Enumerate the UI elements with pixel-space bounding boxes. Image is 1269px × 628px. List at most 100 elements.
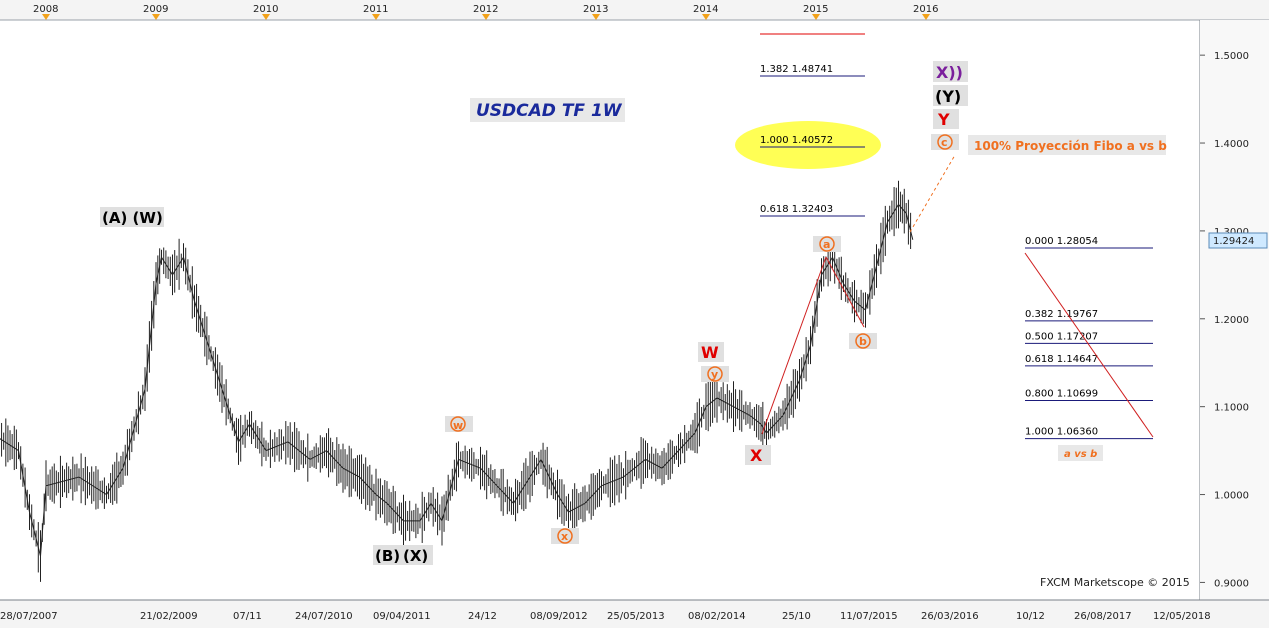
year-marker-icon <box>812 14 820 20</box>
fib-projection-label: 1.000 1.40572 <box>760 135 833 146</box>
wave-label-y-small: y <box>711 368 718 381</box>
label-box-Y <box>933 109 959 129</box>
y-tick-label: 1.4000 <box>1214 139 1249 150</box>
fib-retracement-tag: a vs b <box>1064 449 1097 460</box>
wave-c-projection <box>909 154 956 233</box>
label-box-a <box>813 236 841 252</box>
wave-circle-c <box>937 134 953 150</box>
wave-label-Y-paren: (Y) <box>935 87 961 106</box>
year-marker-icon <box>482 14 490 20</box>
label-box-X <box>745 445 771 465</box>
label-box-x-small <box>551 528 579 544</box>
y-axis-panel <box>1200 20 1269 600</box>
year-label: 2014 <box>693 4 718 15</box>
y-tick-label: 1.2000 <box>1214 315 1249 326</box>
x-axis-panel <box>0 600 1269 628</box>
year-marker-icon <box>42 14 50 20</box>
wave-circle-a <box>819 236 835 252</box>
fib-retracement-label: 0.618 1.14647 <box>1025 354 1098 365</box>
wave-label-W: W <box>701 343 719 362</box>
fib-retracement-label: 0.500 1.17207 <box>1025 331 1098 342</box>
wave-label-b: b <box>859 335 867 348</box>
x-tick-label: 28/07/2007 <box>0 611 58 622</box>
wave-circle-w <box>450 416 466 432</box>
fib-tag-box <box>1058 445 1103 461</box>
year-marker-icon <box>372 14 380 20</box>
wave-label-x-big: (X) <box>403 547 428 565</box>
projection-note: 100% Proyección Fibo a vs b <box>974 139 1167 153</box>
price-line <box>0 203 914 557</box>
year-marker-icon <box>702 14 710 20</box>
wave-label-c: c <box>941 136 948 149</box>
x-tick-label: 25/10 <box>782 611 811 622</box>
y-tick-label: 1.5000 <box>1214 51 1249 62</box>
x-tick-label: 21/02/2009 <box>140 611 198 622</box>
y-tick-label: 1.3000 <box>1214 227 1249 238</box>
price-series <box>0 180 914 582</box>
label-box-X-double <box>933 61 968 82</box>
x-tick-label: 07/11 <box>233 611 262 622</box>
wave-label-Y: Y <box>937 110 950 129</box>
fib-retracement-label: 1.000 1.06360 <box>1025 427 1098 438</box>
year-label: 2016 <box>913 4 938 15</box>
label-box-bx <box>373 545 433 565</box>
fib-retracement-label: 0.800 1.10699 <box>1025 389 1098 400</box>
year-label: 2010 <box>253 4 278 15</box>
x-tick-label: 26/08/2017 <box>1074 611 1132 622</box>
y-axis-ticks: 1.5000 1.4000 1.3000 1.2000 1.1000 1.0000 0.90… <box>1200 51 1249 589</box>
x-tick-label: 10/12 <box>1016 611 1045 622</box>
x-tick-label: 24/07/2010 <box>295 611 353 622</box>
y-tick-label: 1.0000 <box>1214 491 1249 502</box>
year-strip <box>0 0 1269 20</box>
label-box-aw <box>100 207 164 227</box>
year-marks: 2008 2009 2010 2011 2012 2013 2014 2015 2016 <box>33 4 938 20</box>
label-box-Y-paren <box>933 85 968 106</box>
y-tick-label: 1.1000 <box>1214 403 1249 414</box>
fib-projection-label: 1.382 1.48741 <box>760 64 833 75</box>
label-box-W <box>698 342 724 362</box>
chart-title: USDCAD TF 1W <box>476 101 623 121</box>
fib-retracement-label: 0.382 1.19767 <box>1025 309 1098 320</box>
wave-label-w-small: w <box>453 419 463 432</box>
x-tick-label: 08/02/2014 <box>688 611 746 622</box>
wave-b-line <box>825 256 865 328</box>
x-tick-label: 24/12 <box>468 611 497 622</box>
projection-note-box <box>968 135 1166 155</box>
wave-circle-b <box>855 333 871 349</box>
year-marker-icon <box>592 14 600 20</box>
x-tick-label: 09/04/2011 <box>373 611 431 622</box>
fib-100-highlight <box>735 121 881 169</box>
fib-projection-label: 0.618 1.32403 <box>760 204 833 215</box>
year-marker-icon <box>922 14 930 20</box>
fib-retracement-label: 0.000 1.28054 <box>1025 236 1098 247</box>
label-box-b <box>849 333 877 349</box>
wave-circle-y <box>707 366 723 382</box>
year-label: 2008 <box>33 4 58 15</box>
year-marker-icon <box>152 14 160 20</box>
year-label: 2011 <box>363 4 388 15</box>
wave-circle-x <box>557 528 573 544</box>
wave-labels: (A) (W) (B) (X) w x y W X a b c Y (Y) X)… <box>100 61 968 565</box>
label-box-c <box>931 134 959 150</box>
fib-projection: 1.382 1.48741 1.000 1.40572 0.618 1.32403 <box>760 64 865 217</box>
fib-retracement: 0.000 1.28054 0.382 1.19767 0.500 1.17207 0… <box>1025 236 1153 440</box>
year-marker-icon <box>262 14 270 20</box>
x-tick-label: 26/03/2016 <box>921 611 979 622</box>
wave-label-a: a <box>823 238 830 251</box>
x-tick-label: 11/07/2015 <box>840 611 898 622</box>
year-label: 2012 <box>473 4 498 15</box>
watermark: FXCM Marketscope © 2015 <box>1040 576 1190 589</box>
wave-label-X-double: X)) <box>936 63 963 82</box>
y-tick-label: 0.9000 <box>1214 578 1249 589</box>
title-box <box>470 98 625 122</box>
year-label: 2015 <box>803 4 828 15</box>
x-axis-labels: 28/07/2007 21/02/2009 07/11 24/07/2010 09/04… <box>0 611 1211 622</box>
year-label: 2009 <box>143 4 168 15</box>
wave-label-a-w: (A) (W) <box>102 209 163 227</box>
current-price-label: 1.29424 <box>1213 236 1254 247</box>
wave-label-X: X <box>750 446 763 465</box>
wave-label-b: (B) <box>375 547 400 565</box>
x-tick-label: 25/05/2013 <box>607 611 665 622</box>
year-label: 2013 <box>583 4 608 15</box>
